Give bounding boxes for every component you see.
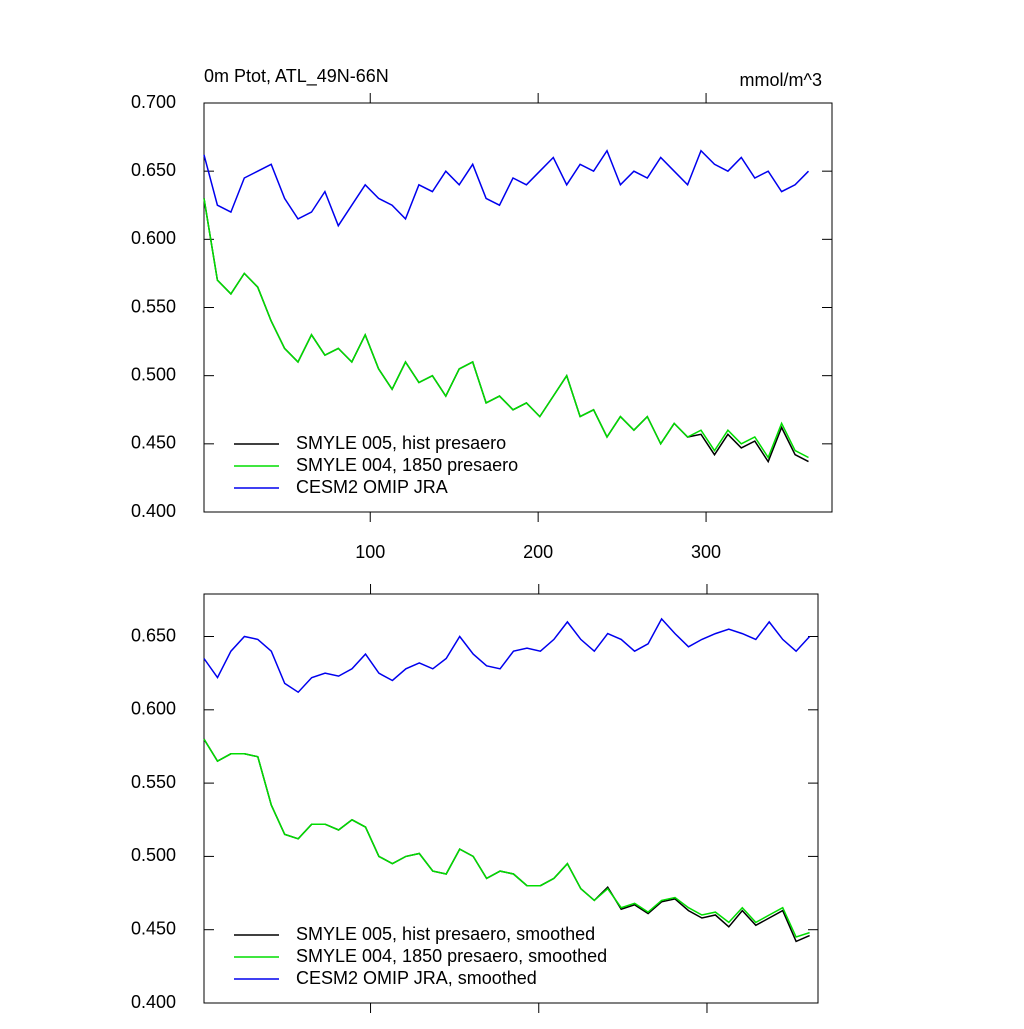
y-tick-label: 0.500 <box>131 364 176 384</box>
series-line <box>203 617 811 694</box>
legend-label: CESM2 OMIP JRA <box>296 477 448 497</box>
y-tick-label: 0.650 <box>131 625 176 645</box>
y-tick-label: 0.400 <box>131 501 176 521</box>
series-line <box>203 198 809 464</box>
legend-label: SMYLE 004, 1850 presaero <box>296 455 518 475</box>
series-line <box>203 149 810 228</box>
y-tick-label: 0.450 <box>131 433 176 453</box>
plot-frame <box>203 593 819 1004</box>
legend-label: CESM2 OMIP JRA, smoothed <box>296 968 537 988</box>
x-tick-label: 200 <box>523 542 553 562</box>
legend-label: SMYLE 005, hist presaero, smoothed <box>296 924 595 944</box>
series-line <box>203 738 810 938</box>
y-tick-label: 0.700 <box>131 92 176 112</box>
x-tick-label: 100 <box>355 542 385 562</box>
y-tick-label: 0.400 <box>131 992 176 1012</box>
y-tick-label: 0.650 <box>131 160 176 180</box>
y-tick-label: 0.600 <box>131 228 176 248</box>
y-tick-label: 0.500 <box>131 845 176 865</box>
x-tick-label: 300 <box>691 542 721 562</box>
y-tick-label: 0.600 <box>131 699 176 719</box>
y-tick-label: 0.550 <box>131 772 176 792</box>
y-tick-label: 0.450 <box>131 918 176 938</box>
y-tick-label: 0.550 <box>131 296 176 316</box>
series-line <box>203 738 810 943</box>
series-line <box>203 198 809 460</box>
chart-title: 0m Ptot, ATL_49N-66N <box>204 66 389 87</box>
legend-label: SMYLE 004, 1850 presaero, smoothed <box>296 946 607 966</box>
units-label: mmol/m^3 <box>740 70 822 90</box>
legend-label: SMYLE 005, hist presaero <box>296 433 506 453</box>
